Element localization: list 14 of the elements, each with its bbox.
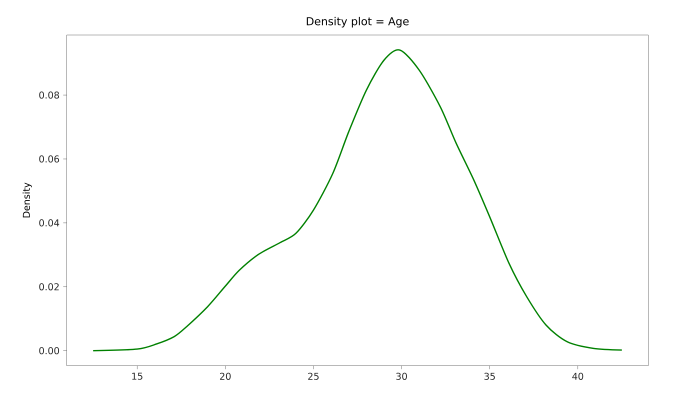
y-tick-label: 0.00 bbox=[39, 347, 60, 354]
x-tick-label: 20 bbox=[220, 372, 231, 380]
line-series bbox=[92, 49, 623, 352]
chart-title: Density plot = Age bbox=[306, 16, 409, 28]
x-tick-label: 35 bbox=[484, 372, 495, 380]
x-tick-label: 25 bbox=[308, 372, 319, 380]
y-tick-label: 0.06 bbox=[39, 155, 60, 163]
x-tick-label: 30 bbox=[396, 372, 407, 380]
y-axis-title: Density bbox=[22, 182, 32, 218]
x-tick-label: 40 bbox=[572, 372, 584, 380]
y-tick-label: 0.02 bbox=[39, 283, 59, 290]
y-tick-label: 0.08 bbox=[39, 91, 60, 99]
x-tick-label: 15 bbox=[132, 372, 142, 380]
y-tick-label: 0.04 bbox=[39, 219, 60, 226]
